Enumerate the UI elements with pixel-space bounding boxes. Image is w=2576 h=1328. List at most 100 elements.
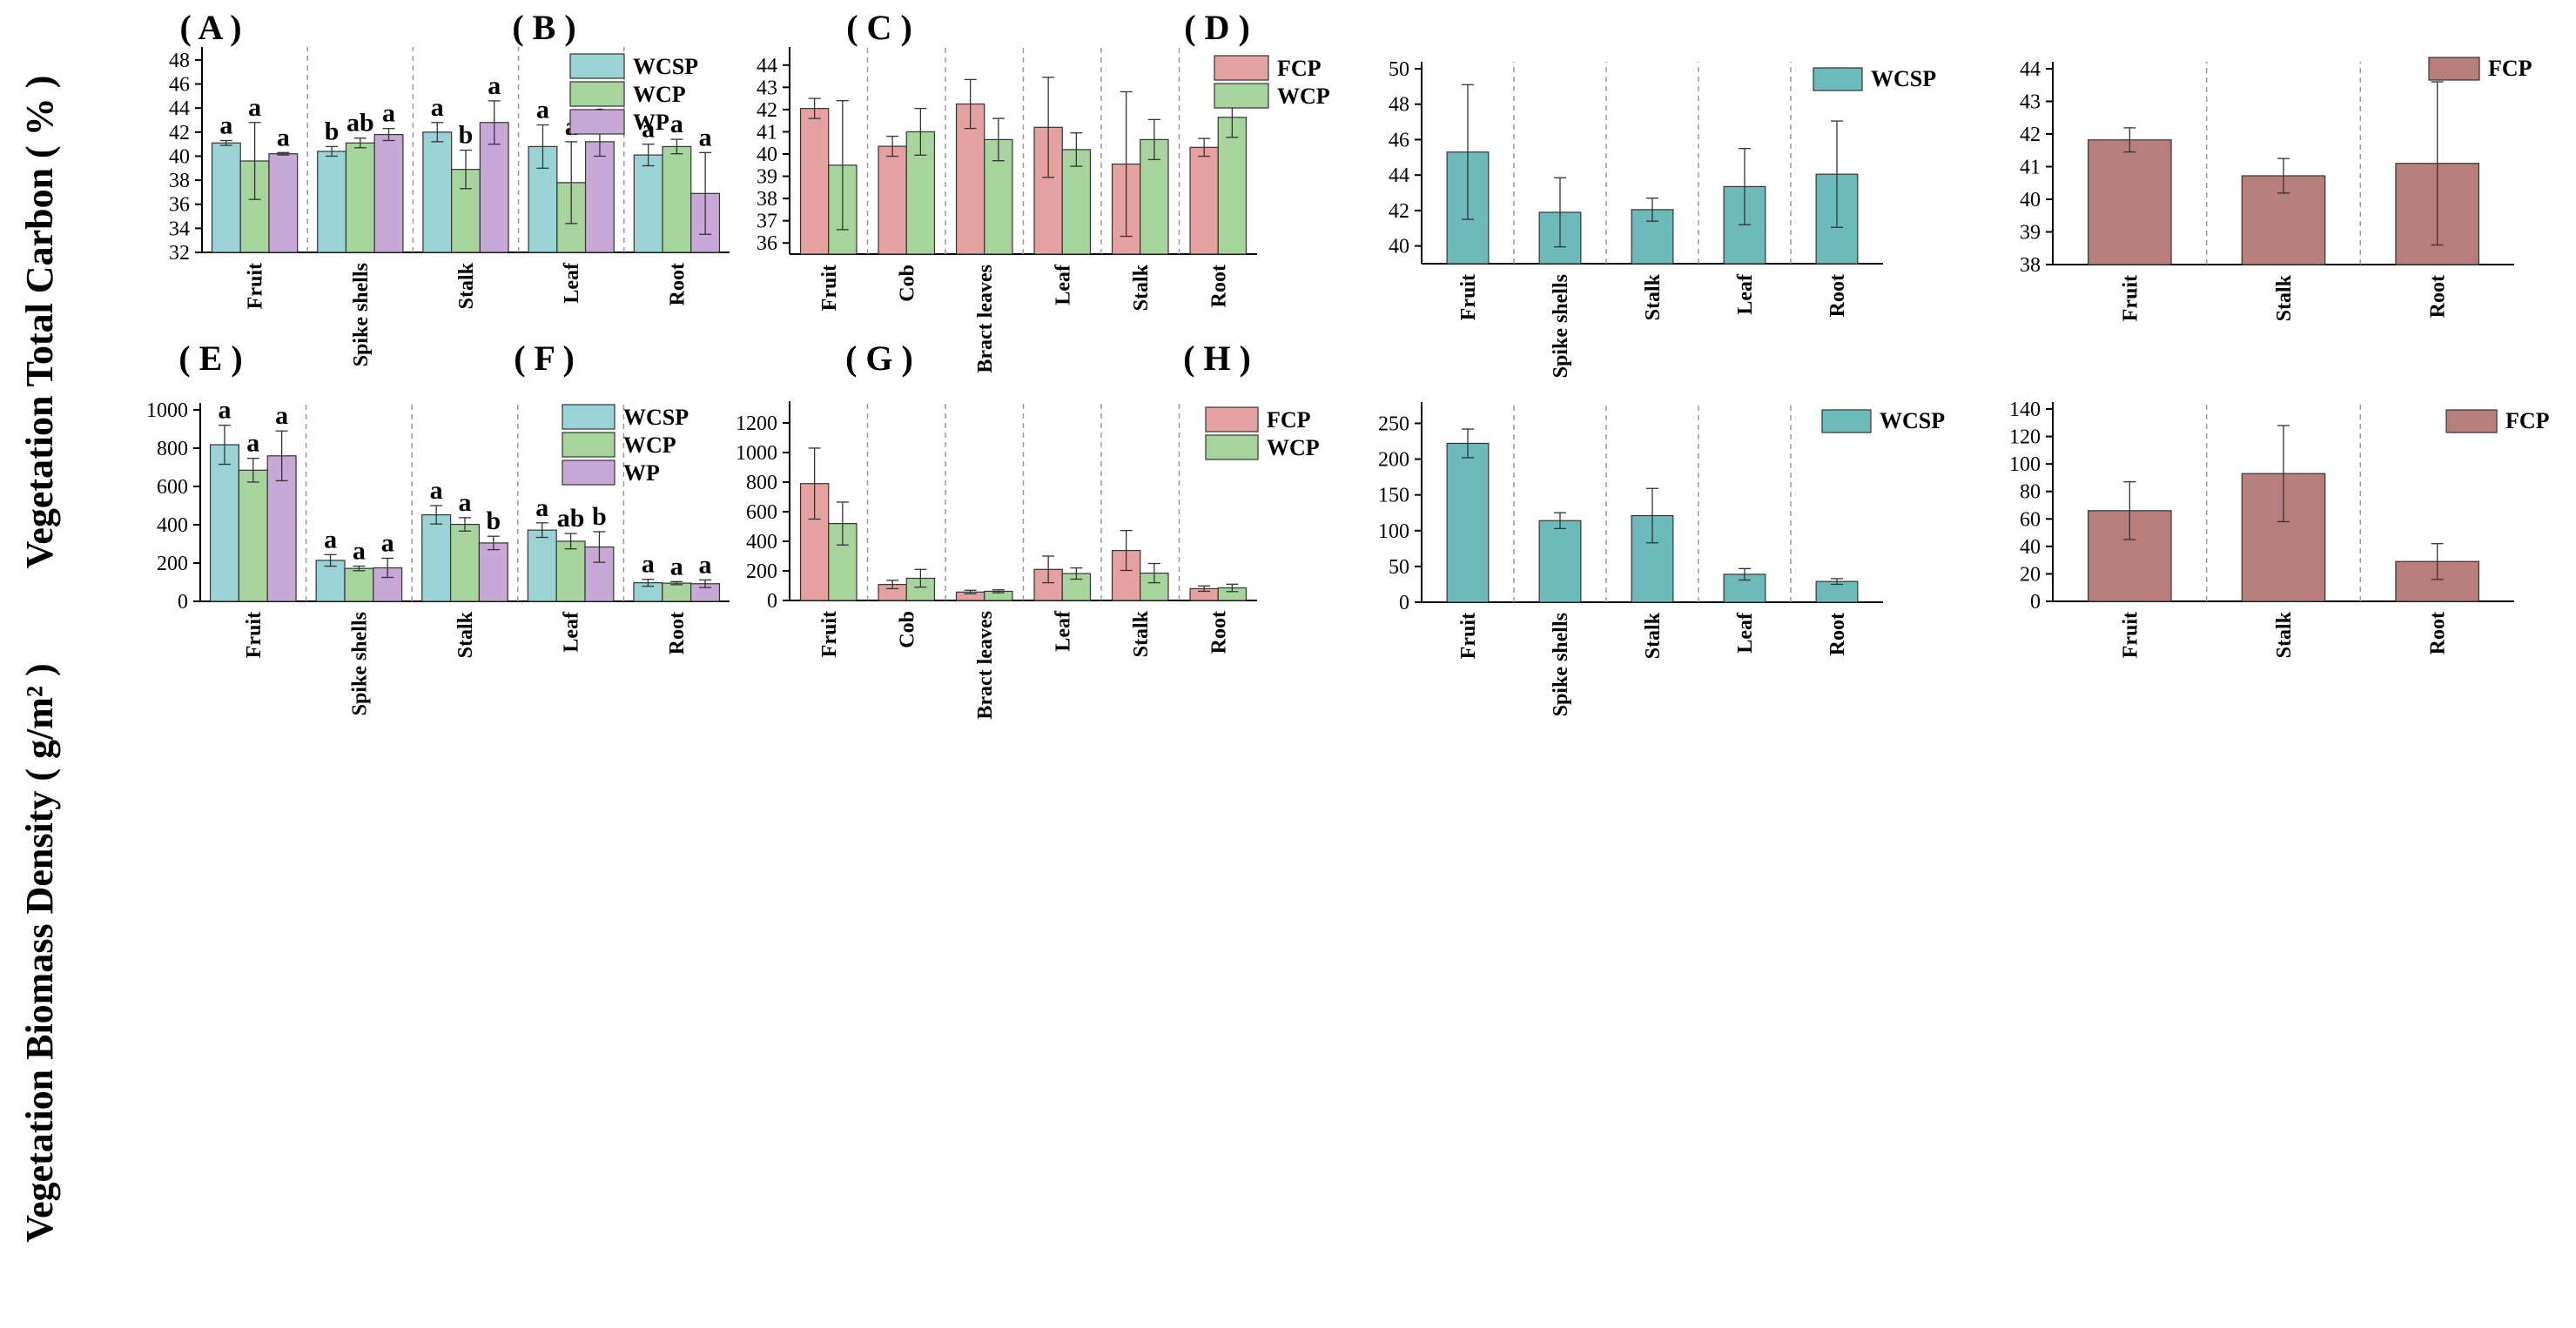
x-tick-label: Root [666, 263, 689, 305]
y-tick-label: 40 [169, 145, 190, 168]
panel-title: ( F ) [514, 339, 575, 378]
significance-letter: ab [557, 504, 585, 533]
significance-letter: a [488, 71, 501, 100]
x-tick-label: Leaf [561, 262, 583, 304]
y-tick-label: 37 [757, 211, 777, 233]
bar-wcsp-root [633, 154, 663, 253]
significance-letter: b [325, 117, 340, 145]
significance-letter: b [459, 121, 474, 150]
x-tick-label: Stalk [1642, 612, 1665, 659]
y-tick-label: 38 [2020, 254, 2041, 277]
x-tick-label: Spike shells [348, 612, 371, 715]
legend-swatch-fcp [1205, 406, 1259, 433]
legend-swatch-wp [569, 109, 625, 135]
y-tick-label: 48 [169, 50, 190, 72]
x-tick-label: Cob [896, 265, 918, 302]
significance-letter: a [382, 99, 395, 128]
legend-label: WCP [633, 82, 686, 107]
legend-swatch-wcp [562, 432, 615, 458]
panel-title: ( A ) [179, 8, 241, 47]
y-tick-label: 43 [2020, 91, 2041, 114]
x-tick-label: Root [1207, 611, 1230, 654]
bar-wp-leaf [584, 141, 615, 253]
y-tick-label: 46 [169, 74, 190, 97]
y-tick-label: 40 [2020, 536, 2041, 559]
x-tick-label: Stalk [1130, 264, 1153, 311]
legend-label: WCP [623, 433, 676, 458]
x-tick-label: Leaf [1052, 610, 1074, 652]
y-tick-label: 800 [157, 438, 188, 460]
significance-letter: a [699, 550, 712, 579]
x-tick-label: Stalk [1130, 610, 1153, 657]
significance-letter: a [218, 396, 231, 425]
legend-swatch-wcp [569, 81, 625, 107]
significance-letter: a [642, 115, 655, 144]
y-tick-label: 40 [2020, 189, 2041, 211]
bar-fcp-fruit [799, 108, 830, 255]
y-tick-label: 44 [2020, 58, 2041, 81]
bar-wcp-spike-shells [344, 567, 374, 602]
legend-swatch-wcp [1214, 83, 1269, 109]
legend-swatch-wcsp [1813, 67, 1863, 91]
y-tick-label: 44 [1389, 164, 1409, 187]
significance-letter: a [248, 93, 261, 122]
x-tick-label: Bract leaves [974, 611, 997, 720]
significance-letter: a [670, 552, 683, 580]
y-tick-label: 0 [178, 591, 188, 614]
y-tick-label: 60 [2020, 508, 2041, 531]
y-tick-label: 36 [757, 232, 777, 255]
bar-wcp-root [662, 145, 692, 253]
significance-letter: ab [346, 109, 374, 137]
legend-label: WCP [1277, 84, 1330, 109]
y-tick-label: 100 [2009, 453, 2041, 476]
x-tick-label: Fruit [245, 263, 267, 309]
significance-letter: b [486, 506, 501, 535]
legend-swatch-wcp [1205, 434, 1259, 460]
significance-letter: a [699, 123, 712, 151]
y-tick-label: 140 [2009, 399, 2041, 421]
y-tick-label: 40 [757, 144, 777, 166]
y-tick-label: 39 [2020, 222, 2041, 245]
chart-panel-c: ( C ) 40 42 44 46 48 50 Fruit Spike shells Stalk L… [846, 8, 1936, 378]
bar-wcp-root [662, 582, 692, 602]
legend-label: FCP [1267, 407, 1311, 433]
y-tick-label: 41 [2020, 157, 2041, 179]
y-tick-label: 150 [1378, 485, 1409, 507]
significance-letter: a [353, 537, 366, 566]
x-tick-label: Stalk [454, 611, 477, 658]
legend-label: WCSP [633, 54, 698, 79]
y-tick-label: 42 [2020, 124, 2041, 146]
bar-wcp-fruit [238, 469, 268, 602]
chart-panel-h: ( H ) 0 20 40 60 80 100 120 140 Fruit Stalk Root FCP [1183, 339, 2550, 658]
chart-panel-d: ( D ) 38 39 40 41 42 43 44 Fruit Stalk Root FCP [1184, 8, 2532, 321]
legend-swatch-wcsp [1821, 409, 1872, 433]
bar-wp-fruit [268, 153, 299, 253]
panel-title: ( D ) [1184, 8, 1250, 47]
significance-letter: a [459, 488, 472, 517]
y-tick-label: 43 [757, 77, 777, 99]
bar-fcp-root [1189, 146, 1219, 255]
y-tick-label: 400 [157, 514, 188, 537]
x-tick-label: Leaf [1734, 612, 1757, 654]
bar-wcp-stalk [449, 523, 481, 602]
significance-letter: a [246, 429, 259, 458]
y-tick-label: 34 [169, 218, 190, 240]
y-tick-label: 48 [1389, 94, 1409, 117]
x-tick-label: Stalk [2273, 274, 2296, 321]
chart-panels: ( A )323436384042444648abaaaaabbaaaaaaaF… [146, 8, 2550, 720]
x-tick-label: Root [2427, 612, 2450, 654]
significance-letter: a [642, 550, 655, 579]
x-tick-label: Fruit [243, 612, 266, 658]
y-tick-label: 38 [169, 170, 190, 192]
x-tick-label: Stalk [1642, 273, 1665, 320]
x-tick-label: Stalk [2273, 611, 2296, 658]
x-tick-label: Root [1826, 613, 1849, 655]
y-tick-label: 80 [2020, 481, 2041, 504]
y-tick-label: 44 [169, 97, 190, 120]
x-tick-label: Fruit [1457, 274, 1480, 320]
y-tick-label: 0 [1399, 592, 1409, 614]
bar-wcsp-spike-shells [1538, 520, 1582, 603]
legend-label: WP [633, 110, 669, 135]
y-tick-label: 100 [1378, 520, 1409, 543]
